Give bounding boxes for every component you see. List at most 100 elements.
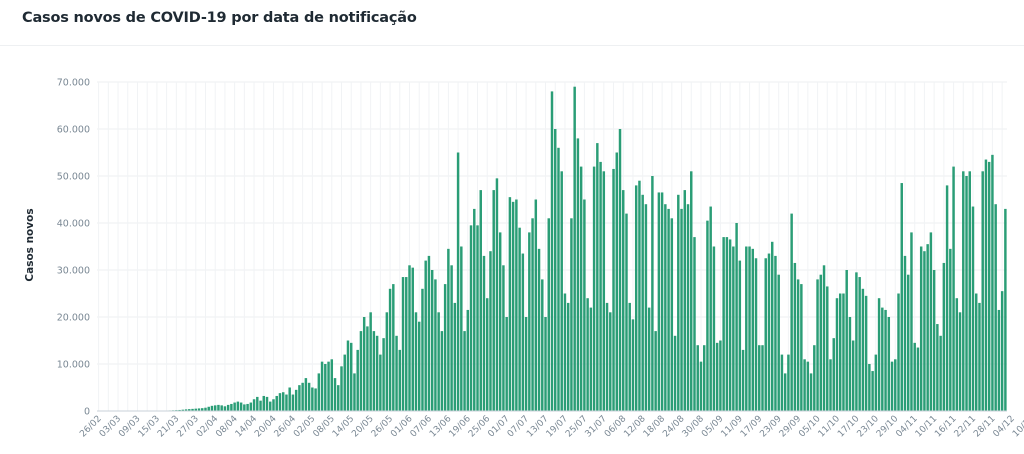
bar (589, 307, 593, 411)
bar (706, 220, 709, 411)
bar (201, 408, 204, 411)
bar (560, 171, 563, 411)
bar (622, 190, 625, 411)
bar (236, 401, 240, 411)
bar (690, 171, 693, 411)
bar (647, 307, 651, 411)
bar (249, 402, 253, 411)
bar (486, 298, 489, 411)
bar (246, 403, 249, 411)
bar (816, 279, 819, 411)
bar (239, 402, 243, 411)
bar (505, 317, 508, 411)
bar (460, 246, 463, 411)
bar (281, 392, 285, 411)
bar (615, 152, 618, 411)
bar (667, 208, 670, 411)
bar (906, 274, 910, 411)
bar (447, 248, 450, 411)
bar (272, 399, 275, 411)
bar (427, 255, 431, 411)
bar (790, 213, 793, 411)
bar (819, 274, 823, 411)
bar (894, 359, 897, 411)
bar (573, 86, 576, 411)
bar (926, 244, 929, 411)
bar (398, 349, 402, 411)
bar (929, 232, 933, 411)
bar (699, 361, 703, 411)
bar (968, 171, 971, 411)
bar (320, 361, 324, 411)
bar (696, 345, 699, 411)
bar (197, 408, 201, 411)
bar (745, 246, 748, 411)
bar (664, 204, 667, 411)
bar (800, 284, 803, 411)
header-divider (0, 45, 1024, 46)
bar (576, 138, 580, 411)
bar (955, 298, 959, 411)
bar (566, 302, 570, 411)
bar (858, 277, 861, 411)
bar (375, 335, 379, 411)
bar (991, 154, 994, 411)
bar (796, 279, 800, 411)
bar (417, 321, 421, 411)
bar (252, 399, 256, 411)
bar (502, 265, 505, 411)
bar (579, 166, 583, 411)
bar (324, 364, 327, 411)
bar (683, 190, 687, 411)
bar (735, 223, 738, 411)
bar (677, 194, 680, 411)
bar (327, 361, 330, 411)
bar (822, 265, 826, 411)
bar (304, 378, 308, 411)
bar (842, 293, 845, 411)
bar (897, 293, 900, 411)
bar (657, 192, 661, 411)
y-tick-label: 70.000 (57, 78, 90, 89)
bar (932, 270, 936, 411)
bar (634, 185, 638, 411)
bar (848, 317, 852, 411)
bar (382, 338, 385, 411)
bar (984, 159, 988, 411)
bar (806, 361, 810, 411)
bar (913, 342, 916, 411)
bar (586, 298, 589, 411)
chart-title: Casos novos de COVID-19 por data de noti… (22, 10, 417, 26)
y-tick-label: 50.000 (57, 172, 90, 183)
bar (181, 409, 185, 411)
bar (278, 393, 282, 411)
bar (518, 227, 521, 411)
bar (654, 331, 657, 411)
bar (314, 388, 317, 411)
y-tick-label: 40.000 (57, 219, 90, 230)
bar (851, 340, 855, 411)
bar (728, 239, 732, 411)
bar (855, 272, 858, 411)
bar (226, 404, 230, 411)
bar (829, 359, 832, 411)
bar (631, 319, 635, 411)
bar (868, 364, 871, 411)
bar (521, 253, 525, 411)
y-tick-label: 0 (84, 407, 90, 418)
bar (265, 396, 269, 411)
bar (994, 204, 997, 411)
bar (223, 406, 227, 411)
bar (259, 400, 262, 411)
bar (311, 387, 314, 411)
bar (188, 409, 191, 411)
bar (353, 373, 356, 411)
bar (813, 345, 816, 411)
bar (498, 232, 502, 411)
bar (476, 225, 479, 411)
bar (596, 143, 599, 411)
bar (751, 248, 755, 411)
bar (563, 293, 567, 411)
bar (489, 251, 492, 411)
